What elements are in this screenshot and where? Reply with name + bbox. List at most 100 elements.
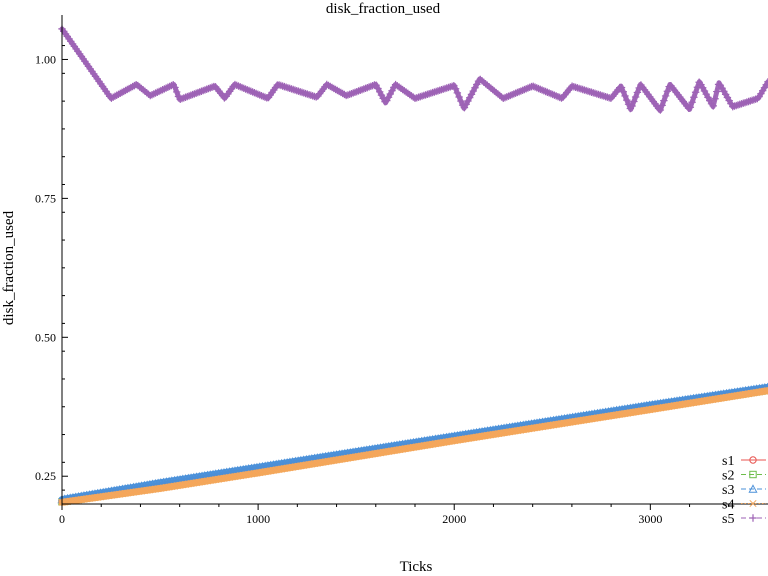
data-point-s5 [520,85,529,94]
data-point-s5 [236,83,244,91]
legend-swatch-marker [749,456,757,464]
data-point-s5 [254,90,262,98]
data-point-s5 [704,93,712,102]
data-point-s5 [714,80,723,89]
data-point-s5 [247,87,255,95]
data-point-s5 [192,89,200,97]
data-point-s5 [148,91,156,99]
data-point-s5 [624,100,633,109]
data-point-s5 [234,82,243,90]
chart-title: disk_fraction_used [326,1,441,17]
y-tick-label: 0.25 [35,469,56,483]
data-point-s5 [460,103,469,112]
data-point-s5 [384,93,393,101]
data-point-s5 [660,96,668,105]
data-point-s5 [713,87,721,96]
data-point-s5 [503,93,511,101]
data-point-s5 [155,87,163,96]
data-point-s5 [146,91,154,100]
legend-swatch-marker [749,499,757,508]
data-point-s5 [181,93,190,101]
data-point-s5 [372,81,380,89]
data-point-s5 [197,87,206,95]
x-axis-ticks: 0 1000 2000 3000 [59,504,730,526]
x-axis-label: Ticks [400,559,433,575]
data-point-s5 [451,85,460,93]
data-point-s5 [176,95,184,103]
data-point-s5 [518,86,527,94]
y-axis-label: disk_fraction_used [1,210,17,325]
data-point-s5 [656,106,665,114]
data-point-s5 [691,88,700,96]
data-point-s5 [349,89,357,97]
data-point-s5 [718,84,726,92]
data-point-s5 [195,88,204,96]
data-point-s5 [513,88,522,97]
data-point-s5 [153,88,162,96]
data-point-s5 [619,88,627,96]
data-point-s5 [517,87,525,95]
legend-label: s4 [722,498,734,513]
data-point-s5 [631,93,640,101]
data-point-s5 [354,87,363,95]
data-point-s5 [706,96,714,105]
y-tick-label: 1.00 [35,52,56,66]
y-tick-label: 0.75 [35,191,56,205]
data-point-s5 [467,90,476,99]
legend-label: s5 [722,512,734,527]
data-point-s5 [764,77,768,86]
data-point-s5 [547,90,555,98]
data-point-s5 [462,100,470,109]
data-point-s5 [188,90,197,99]
data-point-s5 [471,84,479,92]
data-point-s4 [761,387,768,395]
data-point-s5 [711,95,719,103]
data-point-s5 [515,88,523,96]
data-point-s5 [312,93,320,101]
series-s5 [58,25,768,114]
data-point-s5 [617,83,626,92]
data-point-s5 [252,89,260,98]
data-point-s5 [533,84,541,92]
data-point-s5 [367,82,375,91]
x-tick-label: 0 [59,512,65,526]
data-point-s5 [183,92,192,101]
data-point-s5 [250,89,259,97]
data-point-s5 [388,86,396,95]
data-point-s5 [628,102,636,110]
data-point-s5 [697,80,705,89]
data-point-s5 [702,90,710,98]
data-point-s5 [240,84,248,93]
data-point-s5 [243,86,252,94]
data-point-s5 [383,96,391,105]
data-point-s5 [185,92,193,100]
legend-swatch-marker [749,470,757,479]
data-point-s5 [248,88,257,96]
data-point-s5 [356,86,364,95]
data-point-s5 [469,87,477,95]
data-point-s5 [361,84,370,93]
data-point-s5 [241,85,250,93]
data-point-s5 [178,94,186,103]
data-point-s5 [344,91,352,99]
data-point-s5 [524,84,532,92]
data-point-s5 [351,88,359,97]
data-point-s5 [550,91,559,99]
legend-swatch-marker [748,484,758,493]
data-point-s5 [187,91,195,99]
data-point-s5 [257,91,266,100]
x-tick-label: 2000 [442,512,466,526]
data-point-s5 [180,94,188,102]
data-point-s5 [552,92,560,100]
data-point-s5 [363,83,372,92]
data-point-s5 [220,94,229,102]
data-point-s5 [259,92,267,101]
data-point-s5 [365,83,373,91]
data-point-s5 [158,86,167,94]
data-point-s5 [545,89,553,97]
data-point-s5 [358,85,366,94]
data-point-s5 [201,86,209,94]
data-point-s5 [529,82,537,91]
data-point-s5 [543,88,552,96]
